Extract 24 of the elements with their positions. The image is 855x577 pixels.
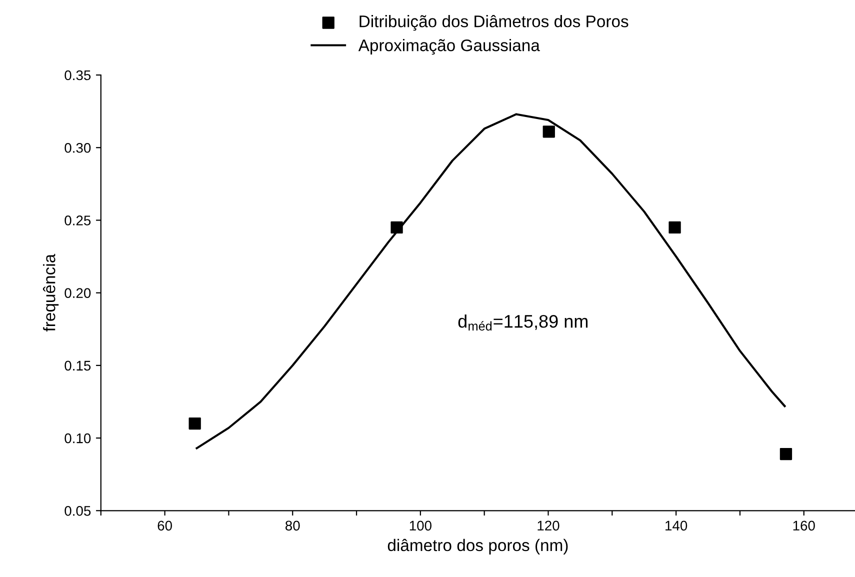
- y-tick-label: 0.10: [64, 433, 91, 444]
- x-tick-label: 120: [538, 520, 560, 531]
- x-tick-label: 80: [285, 520, 300, 531]
- x-tick-label: 100: [410, 520, 432, 531]
- y-tick-label: 0.05: [64, 506, 91, 516]
- x-tick-label: 60: [158, 520, 172, 531]
- line-series: [196, 113, 786, 450]
- x-tick-label: 160: [793, 520, 815, 531]
- y-tick-label: 0.30: [64, 142, 91, 153]
- point: [780, 448, 792, 460]
- annotation: d$_{méd}$=115,89 nm: [458, 314, 588, 331]
- point: [188, 417, 201, 430]
- y-axis-title: frequência: [42, 254, 59, 332]
- point: [390, 221, 403, 234]
- y-tick-label: 0.35: [64, 70, 91, 80]
- x-axis-title: diâmetro dos poros (nm): [388, 538, 568, 554]
- legend-label: Aproximação Gaussiana: [358, 38, 540, 55]
- point: [668, 221, 681, 234]
- y-tick-label: 0.15: [64, 360, 91, 371]
- legend-label: Ditribuição dos Diâmetros dos Poros: [360, 15, 628, 31]
- point: [542, 126, 555, 138]
- x-tick-label: 140: [666, 520, 688, 531]
- y-tick-label: 0.20: [64, 288, 91, 298]
- y-tick-label: 0.25: [64, 216, 91, 226]
